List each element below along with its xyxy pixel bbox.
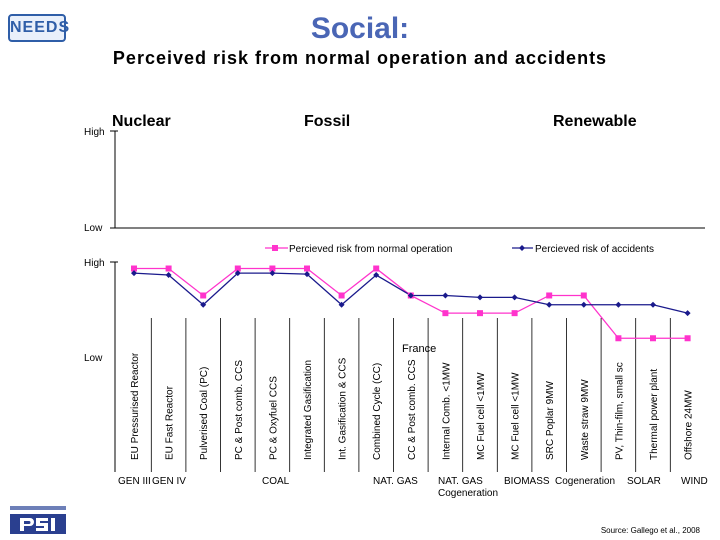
data-point-accidents-14: [615, 301, 622, 308]
legend: Percieved risk from normal operation Per…: [265, 244, 654, 255]
group-label-nat-gas-cogeneration: NAT. GAS Cogeneration: [438, 476, 499, 499]
category-label: Internal Comb. <1MW: [441, 362, 452, 460]
section-renewable: Renewable: [553, 113, 637, 130]
institute-logo: [6, 503, 70, 537]
category-label: EU Pressurised Reactor: [130, 352, 141, 460]
category-labels: EU Pressurised Reactor EU Fast Reactor Pul…: [130, 352, 695, 460]
data-point-normal-14: [615, 335, 622, 342]
category-label: CC & Post comb. CCS: [407, 359, 418, 460]
group-label-gen-iii: GEN III: [118, 476, 151, 487]
category-label: EU Fast Reactor: [165, 385, 176, 460]
category-label: Pulverised Coal (PC): [199, 367, 210, 460]
data-point-accidents-12: [546, 301, 553, 308]
category-label: Waste straw 9MW: [580, 379, 591, 460]
data-point-normal-7: [373, 265, 380, 272]
legend-label-accidents: Percieved risk of accidents: [535, 244, 654, 255]
top-frame: [110, 130, 705, 229]
data-point-accidents-15: [650, 301, 656, 308]
data-point-normal-12: [546, 292, 553, 299]
legend-marker-accidents: [519, 245, 525, 251]
data-point-accidents-9: [442, 292, 449, 299]
category-label: Combined Cycle (CC): [372, 363, 383, 460]
section-nuclear: Nuclear: [112, 113, 171, 130]
group-label-gen-iv: GEN IV: [152, 476, 186, 487]
data-point-normal-4: [269, 265, 276, 272]
series-line-normal-operation: [134, 267, 688, 339]
needs-logo: NEEDS: [8, 14, 69, 42]
data-point-accidents-10: [477, 294, 483, 301]
data-point-normal-5: [304, 265, 310, 272]
data-point-accidents-0: [131, 270, 137, 277]
group-label-wind: WIND: [681, 476, 708, 487]
data-point-accidents-2: [200, 301, 207, 308]
category-label: Int. Gasification & CCS: [338, 357, 349, 460]
chart-axis-high-label: High: [84, 258, 105, 269]
data-point-normal-0: [131, 265, 137, 272]
data-point-accidents-13: [580, 301, 587, 308]
data-point-accidents-4: [269, 270, 276, 277]
data-point-accidents-8: [407, 292, 414, 299]
data-point-accidents-7: [373, 272, 380, 279]
france-annotation: France: [402, 343, 436, 355]
data-point-normal-1: [165, 265, 172, 272]
data-point-normal-2: [200, 292, 207, 299]
legend-label-normal: Percieved risk from normal operation: [289, 244, 452, 255]
source-note: Source: Gallego et al., 2008: [600, 526, 700, 535]
section-fossil: Fossil: [304, 113, 351, 130]
category-label: SRC Poplar 9MW: [545, 381, 556, 460]
group-label-biomass: BIOMASS: [504, 476, 550, 487]
data-point-normal-6: [338, 292, 345, 299]
data-point-accidents-5: [304, 271, 310, 278]
data-point-accidents-3: [234, 270, 241, 277]
category-label: MC Fuel cell <1MW: [476, 372, 487, 460]
data-point-normal-15: [650, 335, 656, 342]
group-label-solar: SOLAR: [627, 476, 661, 487]
category-label: PC & Post comb. CCS: [234, 360, 245, 460]
data-point-normal-10: [477, 310, 483, 317]
data-point-normal-9: [442, 310, 449, 317]
top-axis-high-label: High: [84, 127, 105, 138]
data-point-accidents-6: [338, 301, 345, 308]
group-label-cogeneration: Cogeneration: [555, 476, 616, 487]
plot-frame: [110, 261, 118, 472]
category-dividers: [150, 318, 671, 472]
category-label: Offshore 24MW: [684, 390, 695, 460]
data-point-normal-11: [511, 310, 518, 317]
category-label: PC & Oxyfuel CCS: [268, 376, 279, 460]
data-point-normal-3: [234, 265, 241, 272]
series-markers: [131, 265, 691, 342]
category-label: Integrated Gasification: [303, 360, 314, 460]
slide-subtitle: Perceived risk from normal operation and…: [112, 48, 608, 68]
chart-axis-low-label: Low: [84, 353, 103, 364]
data-point-accidents-1: [165, 272, 172, 279]
data-point-accidents-16: [684, 310, 691, 317]
series-lines: [133, 267, 688, 339]
group-label-nat-gas: NAT. GAS: [373, 476, 418, 487]
category-label: Thermal power plant: [649, 369, 660, 460]
data-point-accidents-11: [511, 294, 518, 301]
group-label-coal: COAL: [262, 476, 290, 487]
slide-title: Social:: [310, 12, 410, 45]
category-label: PV, Thin-film, small sc: [614, 362, 625, 460]
top-axis-low-label: Low: [84, 223, 103, 234]
category-label: MC Fuel cell <1MW: [511, 372, 522, 460]
data-point-normal-16: [684, 335, 691, 342]
data-point-normal-13: [580, 292, 587, 299]
legend-marker-normal: [272, 245, 278, 251]
